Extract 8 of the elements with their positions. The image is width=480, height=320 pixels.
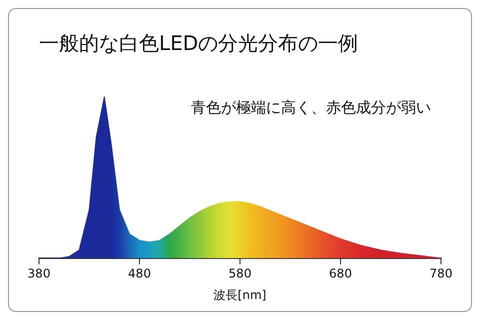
x-axis-title: 波長[nm]	[214, 288, 266, 302]
x-tick-label: 580	[228, 266, 252, 281]
x-tick-label: 780	[430, 266, 452, 281]
x-tick-label: 480	[128, 266, 151, 281]
x-tick-label: 680	[329, 266, 352, 281]
x-tick-label: 380	[28, 266, 50, 281]
chart-title: 一般的な白色LEDの分光分布の一例	[39, 31, 358, 56]
annotation: 青色が極端に高く、赤色成分が弱い	[191, 98, 431, 116]
